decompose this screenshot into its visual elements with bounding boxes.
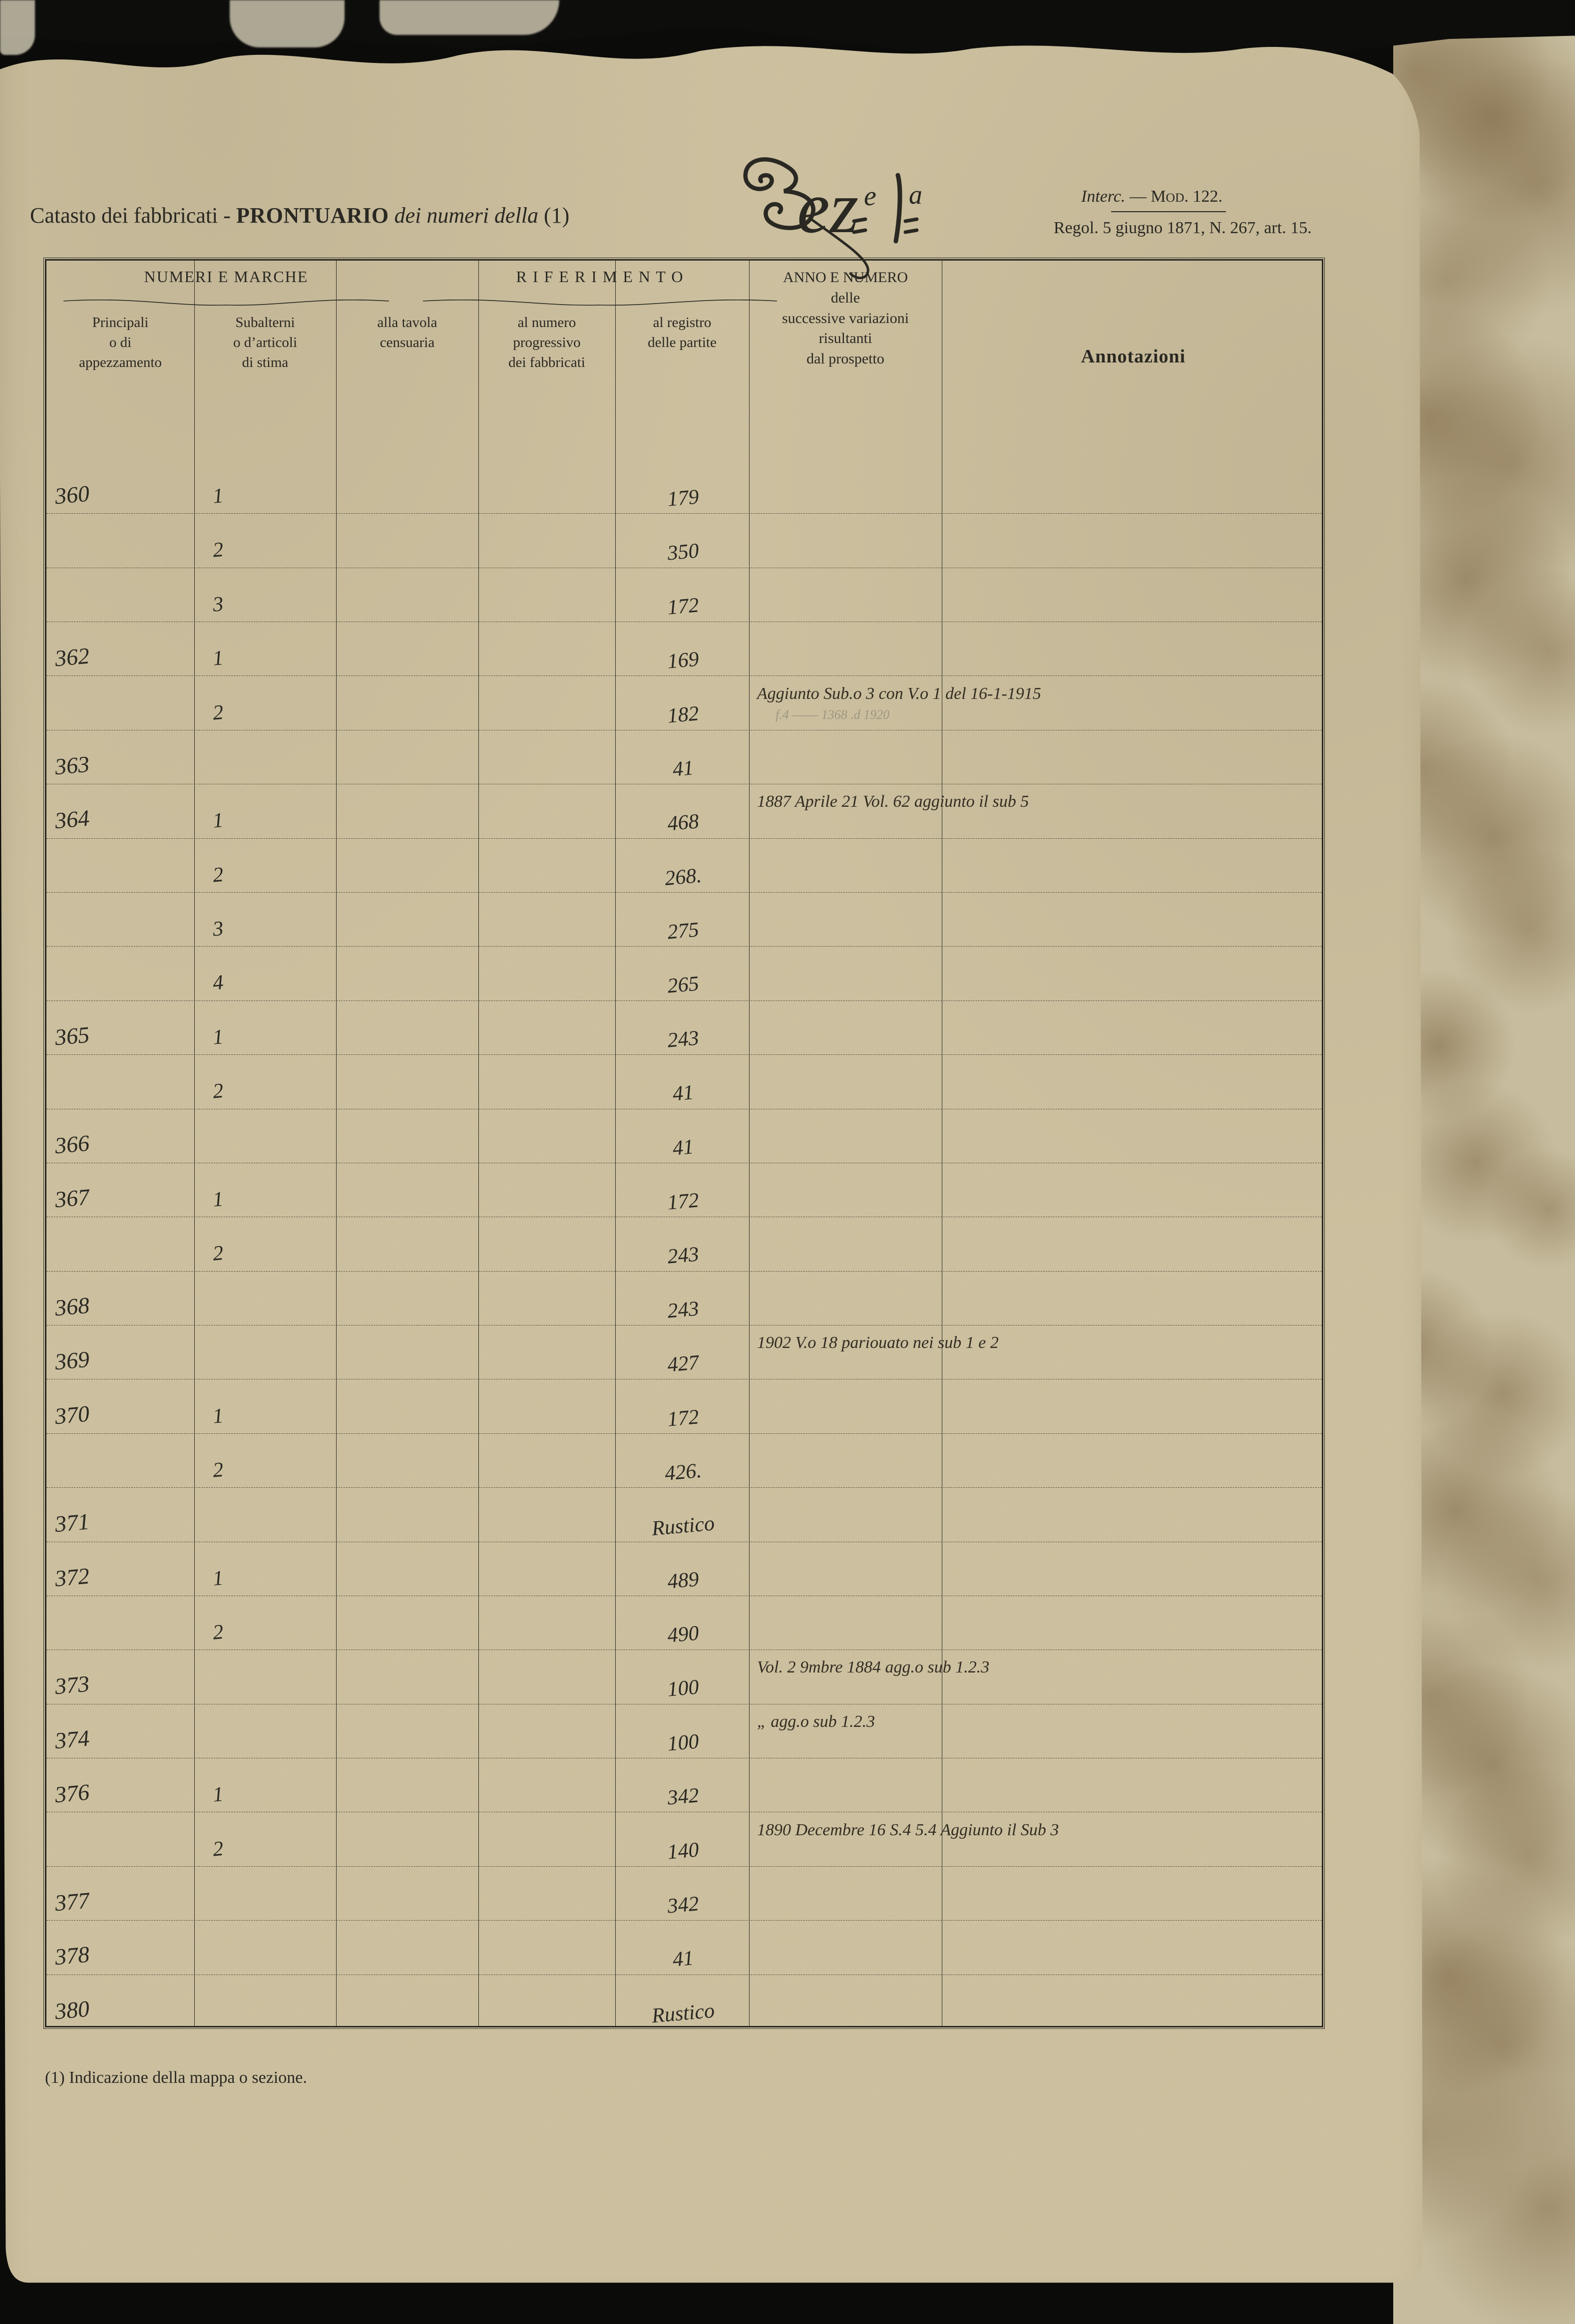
svg-text:ez: ez xyxy=(797,167,858,249)
svg-text:e: e xyxy=(864,181,876,212)
svg-text:a: a xyxy=(909,180,922,210)
